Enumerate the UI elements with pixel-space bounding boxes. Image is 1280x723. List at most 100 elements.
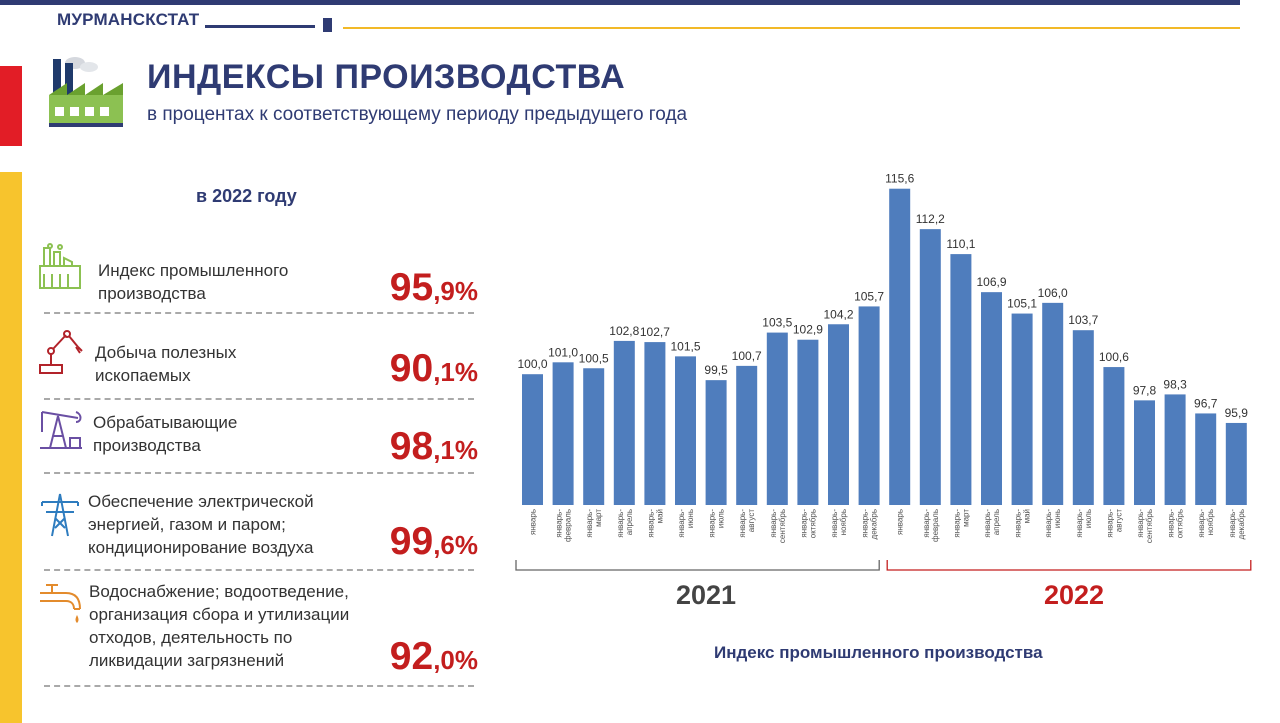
tick-label: январь-июнь [1044,509,1062,538]
dashed-separator [44,569,474,571]
summary-year-heading: в 2022 году [196,186,297,206]
bracket-2021 [515,560,880,571]
data-label: 99,5 [704,363,728,377]
brand-square [323,18,332,32]
data-label: 104,2 [823,307,853,321]
bar [1042,302,1064,505]
bar [1164,394,1186,505]
bar [1225,422,1247,505]
bar [613,340,635,505]
tick-label: январь-апрель [616,509,634,538]
data-label: 100,6 [1099,350,1129,364]
summary-value: 98,1% [389,425,478,468]
summary-value: 90,1% [389,347,478,390]
dashed-separator [44,398,474,400]
data-label: 110,1 [946,237,975,251]
bar [828,324,849,505]
bar [889,188,911,505]
data-label: 101,0 [548,345,578,359]
bar [736,365,758,505]
data-label: 96,7 [1194,396,1218,410]
tick-label: январь [529,509,538,535]
bar [1072,330,1094,505]
power-tower-icon [41,493,79,537]
tick-label: январь-август [1105,509,1123,538]
yellow-side-accent [0,172,22,723]
tick-label: январь-февраль [555,509,573,542]
year-label-2021: 2021 [676,580,737,610]
tick-label: январь-октябрь [1167,509,1185,539]
summary-item-mining: Добыча полезных ископаемых 90,1% [36,323,480,405]
tick-label: январь-июль [1075,509,1093,538]
tick-label: январь-декабрь [861,509,879,540]
tick-label: январь-август [738,509,756,538]
year-label-2022: 2022 [1044,580,1105,610]
data-label: 103,5 [762,316,792,330]
summary-label: Обрабатывающие производства [93,413,238,455]
dashed-separator [44,685,474,687]
bar [1134,400,1155,505]
dashed-separator [44,312,474,314]
bar [919,229,941,505]
bar [705,380,727,505]
tick-label: январь [896,509,905,535]
summary-label: Водоснабжение; водоотведение, организаци… [89,582,350,670]
tick-label: январь-июнь [677,509,695,538]
data-label: 98,3 [1163,377,1187,391]
bar [766,332,788,505]
summary-value: 92,0% [389,635,478,678]
bar [797,339,819,505]
bar [552,362,574,505]
tick-label: январь-март [585,509,603,538]
factory-header-icon [49,57,123,127]
tick-label: январь-октябрь [799,509,817,539]
data-label: 106,0 [1038,286,1068,300]
tick-label: январь-май [1014,509,1032,538]
bar [1011,313,1033,505]
bar [675,356,696,505]
brand-underline [205,25,315,28]
data-label: 100,7 [732,349,762,363]
tick-label: январь-декабрь [1228,509,1246,540]
bar [858,306,880,505]
summary-value: 95,9% [389,266,478,309]
red-side-accent [0,66,22,146]
tick-label: январь-июль [708,509,726,538]
summary-item-energy: Обеспечение электрической энергией, газо… [36,482,480,574]
summary-label: Индекс промышленного производства [98,261,289,303]
tick-label: январь-сентябрь [769,509,787,543]
summary-item-industrial: Индекс промышленного производства 95,9% [36,240,480,320]
summary-value: 99,6% [389,520,478,563]
data-label: 105,1 [1007,297,1037,311]
tick-label: январь-ноябрь [830,509,848,538]
data-label: 103,7 [1068,313,1098,327]
bar [1195,413,1217,505]
page-subtitle: в процентах к соответствующему периоду п… [147,104,688,125]
tick-label: январь-сентябрь [1136,509,1154,543]
data-label: 112,2 [916,212,945,226]
production-index-chart: 100,0 январь 101,0 январь-февраль 100,5 январ… [515,172,1252,571]
gold-divider [343,27,1240,29]
chart-caption: Индекс промышленного производства [714,643,1043,662]
data-label: 115,6 [885,172,914,186]
brand-name: МУРМАНСКСТАТ [57,10,200,29]
data-label: 102,9 [793,323,823,337]
bar [583,368,605,505]
top-rule [0,0,1240,5]
bar [981,292,1002,505]
tick-label: январь-май [646,509,664,538]
data-label: 100,0 [517,357,547,371]
page-title: ИНДЕКСЫ ПРОИЗВОДСТВА [147,58,626,96]
bar [522,374,543,505]
data-label: 105,7 [854,289,884,303]
water-tap-icon [40,584,81,623]
tick-label: январь-апрель [983,509,1001,538]
data-label: 100,5 [579,351,609,365]
data-label: 106,9 [976,275,1006,289]
bar [1103,367,1125,505]
summary-item-water: Водоснабжение; водоотведение, организаци… [36,575,480,690]
data-label: 97,8 [1133,383,1157,397]
data-label: 102,8 [609,324,639,338]
bar [950,254,972,505]
oil-pump-icon [40,411,82,449]
